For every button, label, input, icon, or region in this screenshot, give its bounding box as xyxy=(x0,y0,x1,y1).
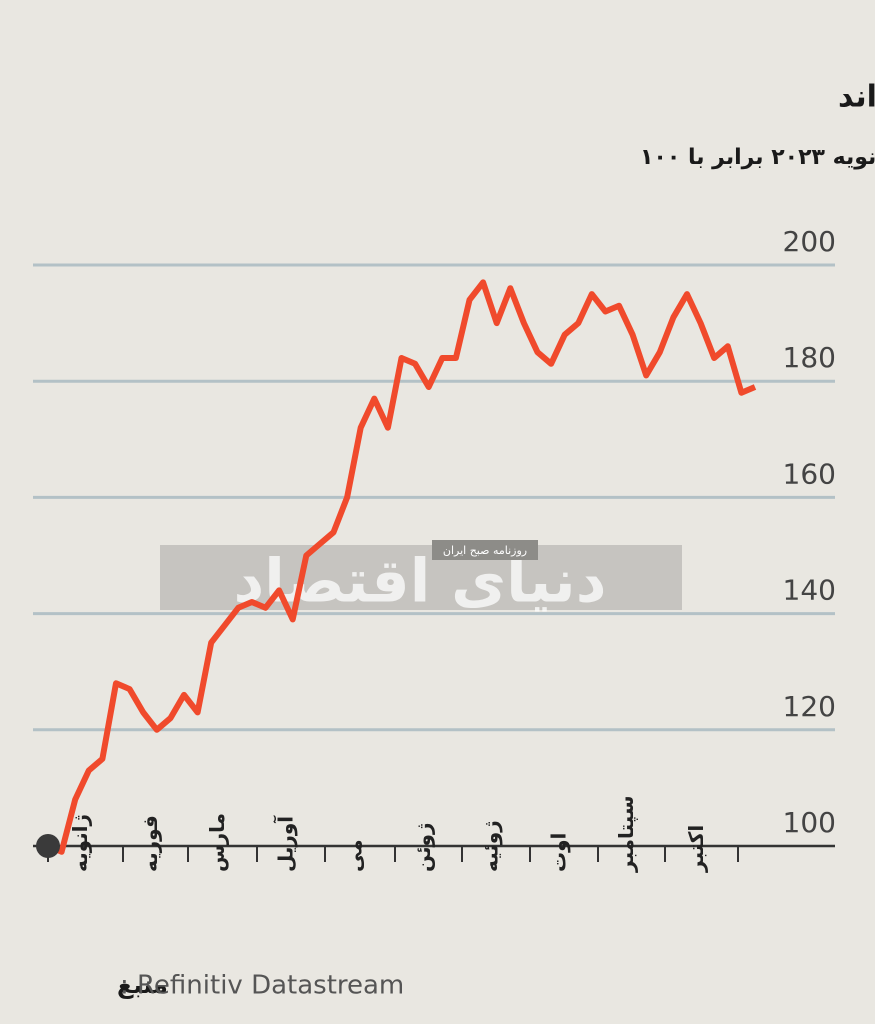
y-tick-label: 200 xyxy=(783,225,836,258)
x-tick-label: ژوئن xyxy=(411,823,435,872)
watermark-sub: روزنامه صبح ایران xyxy=(443,544,527,557)
x-tick-label: فوریه xyxy=(138,815,162,872)
x-tick-label: سپتامبر xyxy=(614,796,639,874)
source-label: منبع xyxy=(117,971,168,999)
y-tick-label: 140 xyxy=(783,574,836,607)
start-dot xyxy=(36,834,60,858)
y-tick-label: 100 xyxy=(783,806,836,839)
watermark-sub-box xyxy=(432,540,538,560)
y-tick-label: 160 xyxy=(783,457,836,490)
y-tick-label: 120 xyxy=(783,690,836,723)
x-tick-label: آوریل xyxy=(273,815,298,872)
x-tick-label: مارس xyxy=(205,813,229,872)
chart-subtitle: قیمت سهام، اول ژانویه ۲۰۲۳ برابر با ۱۰۰ xyxy=(640,145,875,170)
x-tick-label: اکتبر xyxy=(684,825,708,873)
x-tick-label: می xyxy=(343,839,367,872)
watermark-band xyxy=(160,545,682,610)
chart-title: شرکت‌ها بیشترین تمرکز خود را بر هوش مصنو… xyxy=(838,79,875,115)
x-tick-label: اوت xyxy=(547,833,571,872)
y-tick-label: 180 xyxy=(783,341,836,374)
x-tick-label: ژوئیه xyxy=(479,820,503,872)
series-line xyxy=(46,279,757,855)
source: : Refinitiv Datastream xyxy=(120,971,404,1001)
